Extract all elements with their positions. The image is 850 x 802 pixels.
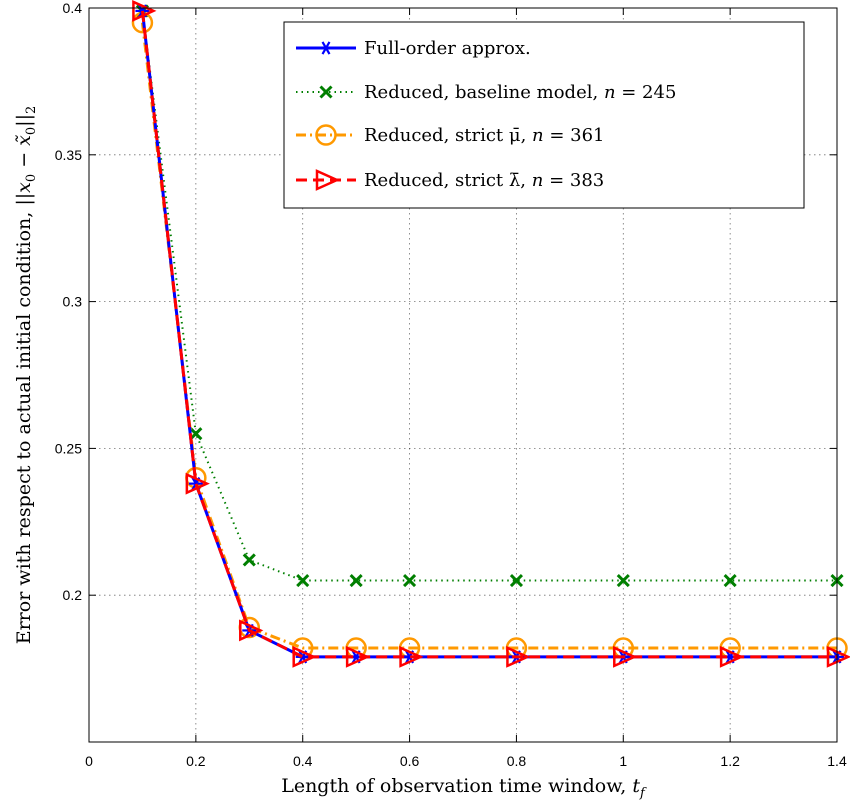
- data-point: [185, 472, 210, 495]
- data-point: [509, 573, 523, 588]
- x-axis-title: Length of observation time window, tf: [281, 775, 647, 801]
- data-point: [403, 573, 417, 588]
- data-point: [242, 553, 256, 567]
- legend-label: Full-order approx.: [364, 38, 531, 59]
- x-tick-label: 0.2: [186, 753, 206, 769]
- y-tick-label: 0.25: [55, 440, 82, 456]
- legend-swatch-marker: [315, 124, 337, 146]
- data-point: [189, 427, 203, 441]
- legend-box: [283, 21, 805, 209]
- legend-entry: Reduced, strict λ̄, n = 383: [296, 169, 604, 191]
- legend: Full-order approx. Reduced, baseline mode…: [283, 21, 805, 209]
- y-tick-label: 0.4: [63, 0, 83, 16]
- x-tick-label: 0.4: [293, 753, 313, 769]
- data-point: [399, 645, 424, 668]
- data-point: [723, 573, 737, 588]
- data-point: [239, 619, 264, 642]
- y-tick-label: 0.2: [63, 587, 83, 603]
- legend-entry: Full-order approx.: [296, 38, 531, 59]
- x-tick-label: 0: [85, 753, 93, 769]
- series-1: [135, 4, 844, 588]
- plot-frame: [88, 7, 838, 743]
- x-tick-label: 1.4: [827, 753, 847, 769]
- x-tick-label: 1.2: [720, 753, 740, 769]
- y-axis-title: Error with respect to actual initial con…: [13, 106, 39, 645]
- x-tick-label: 0.6: [400, 753, 420, 769]
- data-point: [292, 645, 317, 668]
- data-point: [613, 645, 638, 668]
- legend-swatch-marker: [315, 169, 341, 191]
- x-tick-label: 0.8: [507, 753, 527, 769]
- legend-entry: Reduced, strict μ̄, n = 361: [296, 124, 605, 146]
- y-tick-label: 0.35: [55, 147, 82, 163]
- series-layer: [131, 0, 850, 668]
- series-3: [132, 0, 850, 668]
- x-tick-label: 1: [619, 753, 627, 769]
- data-point: [132, 0, 157, 22]
- data-point: [719, 645, 745, 668]
- data-point: [345, 645, 371, 668]
- data-point: [826, 645, 850, 668]
- data-point: [349, 573, 363, 588]
- y-tick-label: 0.3: [63, 294, 83, 310]
- legend-label: Reduced, strict λ̄, n = 383: [364, 170, 604, 191]
- legend-swatch-marker: [319, 85, 333, 99]
- data-point: [506, 645, 531, 668]
- series-line: [140, 10, 837, 659]
- series-line: [140, 22, 837, 650]
- legend-swatch-marker: [319, 41, 333, 55]
- ticks: 0 0.2 0.4 0.6 0.8 1 1.2 1.4 0.2 0.25 0.3 0.35 0.4: [55, 0, 847, 769]
- data-point: [616, 573, 630, 588]
- legend-entry: Reduced, baseline model, n = 245: [296, 82, 676, 103]
- legend-label: Reduced, baseline model, n = 245: [364, 82, 676, 103]
- data-point: [296, 573, 310, 588]
- legend-label: Reduced, strict μ̄, n = 361: [364, 125, 605, 146]
